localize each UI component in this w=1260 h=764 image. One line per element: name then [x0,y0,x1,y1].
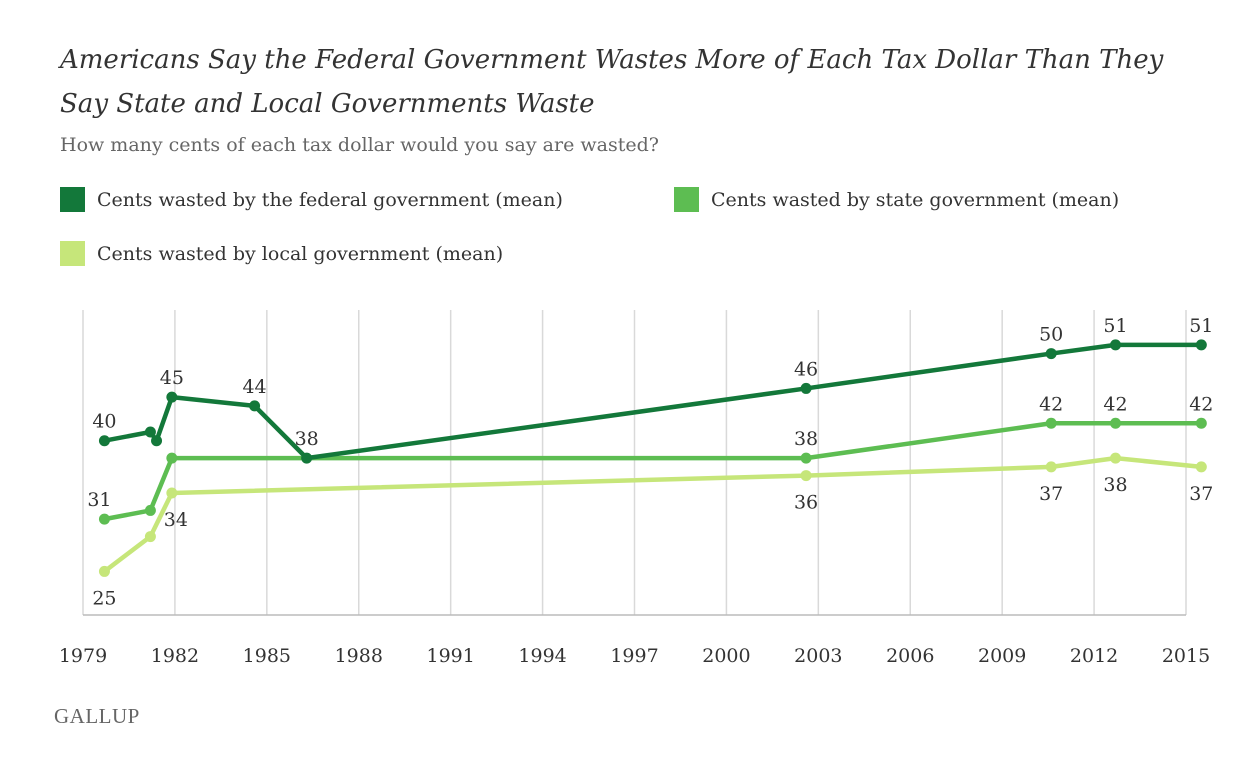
x-tick-label: 2006 [886,645,934,667]
x-tick-label: 1982 [151,645,199,667]
x-tick-label: 1985 [243,645,291,667]
data-label: 36 [794,492,818,514]
data-point [1110,418,1121,429]
x-tick-label: 1988 [335,645,383,667]
data-point [1046,461,1057,472]
data-label: 50 [1039,324,1063,346]
data-point [1046,348,1057,359]
data-label: 44 [242,376,266,398]
data-label: 38 [794,428,818,450]
x-tick-label: 2012 [1070,645,1118,667]
data-point [801,453,812,464]
data-point [145,531,156,542]
data-point [301,453,312,464]
x-tick-label: 2015 [1162,645,1210,667]
x-tick-label: 2003 [794,645,842,667]
data-point [1110,453,1121,464]
x-tick-label: 1979 [59,645,107,667]
data-label: 25 [92,587,116,609]
data-label: 42 [1039,393,1063,415]
data-point [1196,418,1207,429]
data-point [166,488,177,499]
data-point [145,505,156,516]
data-point [166,392,177,403]
data-label: 45 [160,367,184,389]
data-point [1046,418,1057,429]
x-tick-label: 1991 [426,645,474,667]
data-label: 38 [295,428,319,450]
data-point [99,514,110,525]
data-point [99,566,110,577]
data-point [801,383,812,394]
data-label: 38 [1103,474,1127,496]
series-line-0 [104,345,1201,458]
x-tick-label: 1997 [610,645,658,667]
data-point [249,400,260,411]
x-tick-label: 2009 [978,645,1026,667]
gallup-logo: GALLUP [54,704,140,729]
data-point [151,435,162,446]
data-label: 31 [87,489,111,511]
series-line-2 [104,458,1201,571]
data-label: 42 [1189,393,1213,415]
data-point [1110,339,1121,350]
data-point [1196,339,1207,350]
data-label: 40 [92,411,116,433]
data-label: 46 [794,358,818,380]
data-point [99,435,110,446]
data-label: 51 [1189,315,1213,337]
data-label: 34 [164,509,188,531]
series-line-1 [104,423,1201,519]
data-label: 37 [1039,483,1063,505]
x-tick-label: 2000 [702,645,750,667]
data-label: 37 [1189,483,1213,505]
x-tick-label: 1994 [518,645,566,667]
data-label: 51 [1103,315,1127,337]
data-label: 42 [1103,393,1127,415]
data-point [1196,461,1207,472]
data-point [166,453,177,464]
data-point [801,470,812,481]
